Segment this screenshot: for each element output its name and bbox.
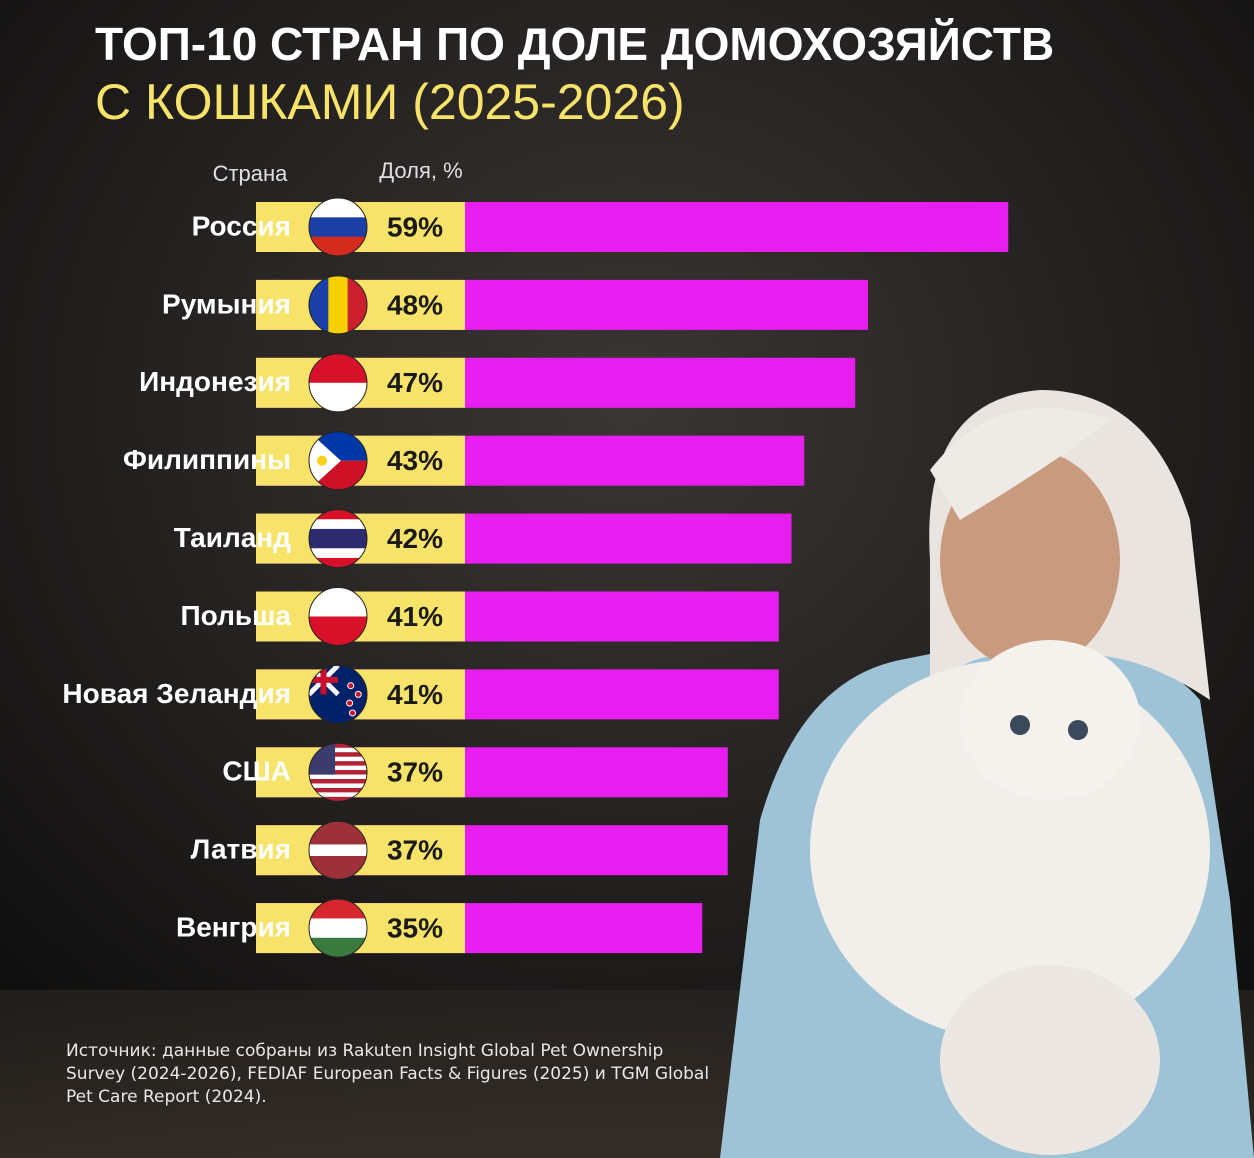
- flag-part: [309, 761, 367, 767]
- flag-border: [308, 197, 368, 257]
- flag-part: [309, 796, 367, 802]
- flag-part: [309, 792, 367, 798]
- value-label: 42%: [387, 523, 443, 554]
- flag-part: [309, 774, 367, 780]
- flag-part: [309, 787, 367, 793]
- flag-border: [308, 587, 368, 646]
- flag-border: [308, 431, 368, 491]
- category-header: Страна: [213, 161, 289, 186]
- flag-part: [347, 275, 367, 334]
- value-label: 37%: [387, 835, 443, 866]
- flag-part: [309, 557, 367, 568]
- flag-part: [309, 538, 367, 549]
- flag-part: [309, 844, 367, 856]
- flag-border: [308, 275, 368, 335]
- category-label: Таиланд: [174, 522, 291, 553]
- value-label: 41%: [387, 679, 443, 710]
- flag-part: [309, 528, 367, 540]
- flag-part: [309, 236, 367, 256]
- flag-border: [308, 820, 368, 880]
- flag-part: [309, 747, 367, 753]
- source-note: Источник: данные собраны из Rakuten Insi…: [66, 1041, 710, 1107]
- flag-border: [308, 898, 368, 958]
- flag-part: [309, 765, 367, 771]
- flag-part: [309, 770, 367, 776]
- value-label: 43%: [387, 445, 443, 476]
- flag-border: [308, 353, 368, 413]
- flag-part: [309, 752, 367, 758]
- flag-part: [309, 198, 367, 218]
- category-label: Филиппины: [123, 444, 291, 475]
- flag-part: [309, 778, 367, 784]
- flag-part: [309, 275, 329, 334]
- flag-part: [317, 455, 327, 466]
- flag-part: [328, 275, 349, 334]
- flag-part: [309, 509, 367, 520]
- category-label: США: [222, 756, 291, 787]
- flag: [309, 509, 367, 568]
- flag-part: [309, 899, 367, 919]
- value-label: 47%: [387, 367, 443, 398]
- flag-border: [308, 742, 368, 802]
- flag-part: [354, 690, 362, 698]
- value-label: 48%: [387, 289, 443, 320]
- category-label: Индонезия: [139, 366, 291, 397]
- flag: [309, 743, 367, 802]
- flag-part: [309, 676, 338, 683]
- category-label: Россия: [192, 210, 291, 241]
- flag-part: [347, 682, 355, 690]
- category-label: Латвия: [191, 834, 291, 865]
- category-label: Румыния: [162, 288, 291, 319]
- category-label: Польша: [181, 600, 292, 631]
- category-label: Новая Зеландия: [62, 678, 291, 709]
- flag-border: [308, 509, 368, 569]
- chart-title: ТОП-10 СТРАН ПО ДОЛЕ ДОМОХОЗЯЙСТВ: [95, 18, 1054, 70]
- value-label: 41%: [387, 601, 443, 632]
- flag-part: [309, 937, 367, 958]
- flag-part: [349, 709, 356, 717]
- flag: [309, 821, 367, 880]
- chart-subtitle: С КОШКАМИ (2025-2026): [95, 74, 685, 130]
- category-label: Венгрия: [176, 911, 291, 942]
- flag-part: [309, 756, 367, 762]
- flag-part: [309, 548, 367, 559]
- value-label: 37%: [387, 757, 443, 788]
- flag: [309, 275, 367, 334]
- flag: [309, 899, 367, 958]
- flag-border: [308, 664, 368, 724]
- value-label: 35%: [387, 912, 443, 943]
- flag-part: [309, 743, 367, 749]
- value-header: Доля, %: [379, 158, 462, 183]
- flag-part: [309, 519, 367, 530]
- flag-part: [309, 918, 367, 939]
- flag-part: [309, 217, 367, 238]
- flag-part: [309, 783, 367, 789]
- photo: [720, 390, 1254, 1158]
- value-label: 59%: [387, 211, 443, 242]
- flag-part: [346, 699, 354, 707]
- flag: [309, 198, 367, 256]
